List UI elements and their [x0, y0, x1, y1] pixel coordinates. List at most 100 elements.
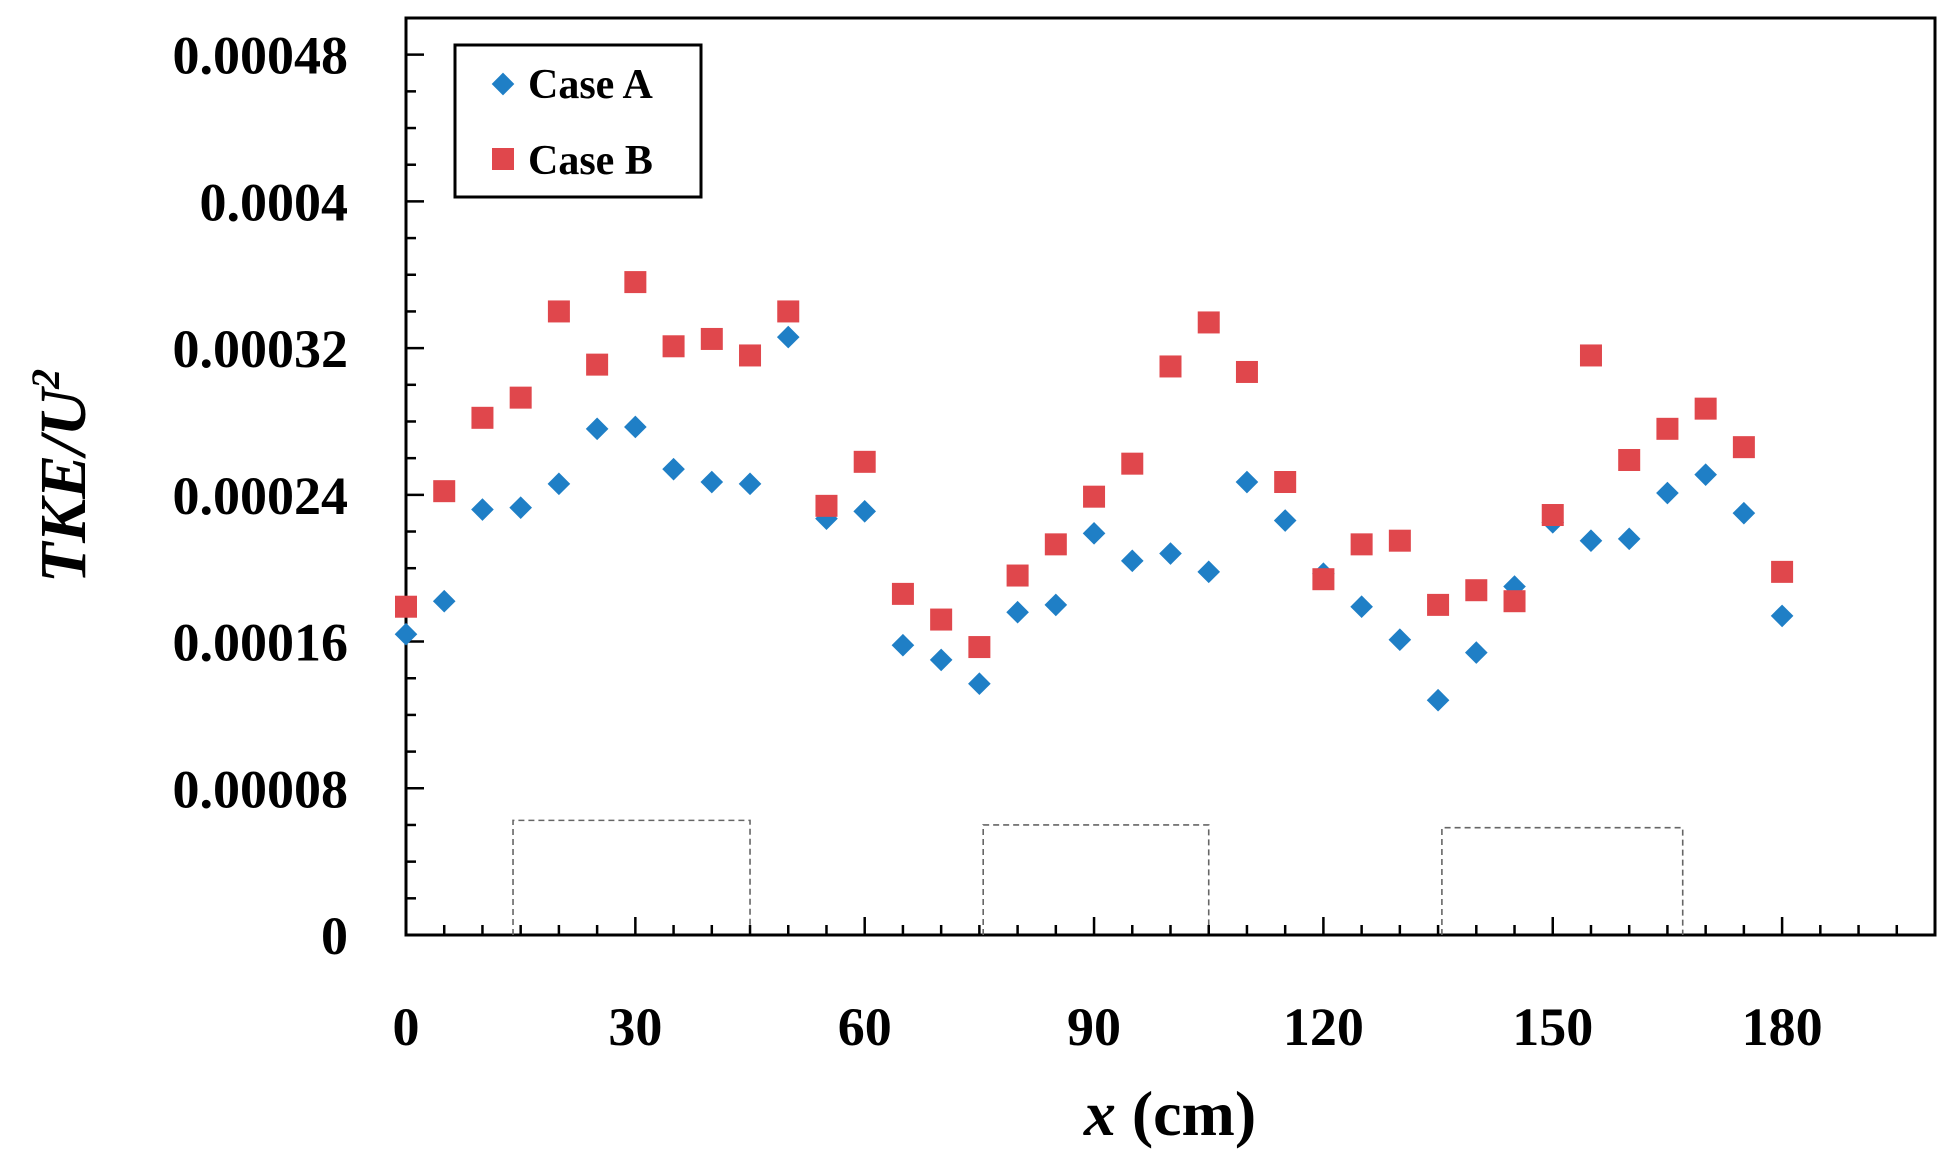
obstacles [512, 819, 1684, 935]
case-a-point [471, 498, 494, 521]
case-a-point [1464, 641, 1488, 664]
y-tick-label: 0.00048 [173, 26, 349, 86]
y-tick-label: 0.00008 [173, 759, 349, 819]
legend: Case A Case B [453, 43, 703, 199]
case-a-point [547, 472, 571, 496]
y-axis-title: TKE/U2 [23, 369, 100, 583]
legend-marker-case-a [491, 72, 515, 96]
case-b-point [1618, 448, 1641, 471]
y-tick-label: 0.00032 [173, 319, 349, 379]
case-a-point [1044, 593, 1068, 617]
case-a-point [585, 417, 609, 441]
case-a-point [1197, 560, 1221, 584]
legend-marker-case-b [492, 148, 514, 170]
case-a-point [700, 470, 724, 494]
case-b-point [1197, 311, 1220, 334]
x-tick-label: 0 [393, 997, 420, 1057]
case-a-point [891, 633, 915, 657]
case-b-point [1694, 397, 1717, 420]
case-b-point [1656, 417, 1679, 440]
y-tick-label: 0.00024 [173, 466, 349, 526]
case-b-point [1312, 568, 1335, 591]
data-points [394, 271, 1794, 712]
case-b-point [395, 595, 417, 618]
case-a-point [1082, 522, 1106, 545]
case-b-point [930, 608, 953, 631]
case-a-point [929, 648, 953, 672]
case-a-point [853, 500, 877, 523]
case-b-point [1121, 452, 1144, 475]
case-b-point [1350, 533, 1373, 556]
case-a-point [509, 496, 532, 519]
legend-box [453, 43, 703, 199]
case-a-point [1235, 470, 1259, 494]
case-b-point [1771, 560, 1794, 583]
case-a-point [738, 472, 762, 496]
case-b-point [891, 582, 914, 605]
x-tick-label: 90 [1067, 997, 1121, 1057]
obstacle-3 [1441, 826, 1684, 935]
case-a-point [662, 457, 685, 481]
y-axis-title-exponent: 2 [23, 369, 68, 390]
case-b-point [1465, 579, 1488, 602]
case-a-point [1350, 595, 1373, 619]
obstacle-2 [982, 824, 1210, 935]
y-tick-label: 0.00016 [173, 613, 349, 673]
legend-label-case-b: Case B [528, 138, 653, 184]
obstacle-1 [512, 819, 751, 935]
x-tick-label: 120 [1283, 997, 1364, 1057]
y-tick-label: 0 [321, 906, 348, 966]
case-b-point [1732, 436, 1755, 459]
x-axis-title: x (cm) [1083, 1078, 1256, 1149]
x-axis-title-unit: (cm) [1132, 1078, 1256, 1149]
case-a-point [1617, 527, 1641, 551]
case-b-point [624, 271, 647, 294]
case-b-point [471, 406, 494, 429]
case-a-point [1159, 542, 1182, 565]
case-a-point [1426, 688, 1450, 712]
case-b-point [1388, 529, 1411, 552]
x-tick-label: 60 [838, 997, 892, 1057]
case-b-point [547, 300, 570, 323]
x-axis-title-variable: x [1083, 1078, 1116, 1149]
case-a-point [624, 415, 647, 439]
case-b-point [1579, 344, 1602, 367]
x-tick-label: 150 [1512, 997, 1593, 1057]
case-a-point [432, 589, 456, 613]
case-a-point [1006, 600, 1029, 624]
case-b-point [1274, 471, 1297, 494]
case-a-point [1273, 509, 1297, 532]
case-b-point [777, 300, 800, 323]
tick-labels: 0 30 60 90 120 150 180 0 0.00008 0.00016 0.00024 0.… [173, 26, 1823, 1057]
case-b-point [1159, 355, 1182, 378]
case-b-point [1503, 590, 1526, 613]
axis-ticks [404, 16, 1937, 937]
case-a-point [968, 672, 991, 696]
y-tick-label: 0.0004 [200, 172, 349, 232]
case-b-point [700, 327, 723, 350]
case-a-point [776, 325, 800, 349]
case-b-point [968, 636, 991, 659]
x-tick-label: 180 [1742, 997, 1823, 1057]
case-a-point [1770, 604, 1794, 628]
case-a-point [1579, 529, 1603, 553]
case-a-point [1388, 628, 1412, 652]
case-a-point [394, 622, 418, 646]
case-b-point [509, 386, 532, 409]
case-b-point [853, 450, 876, 473]
case-b-point [1541, 504, 1564, 527]
case-a-point [1694, 463, 1717, 486]
case-b-point [1044, 533, 1067, 556]
case-b-point [1235, 360, 1258, 383]
case-b-point [815, 494, 838, 517]
legend-label-case-a: Case A [528, 62, 654, 108]
case-b-point [433, 480, 456, 503]
y-axis-title-base: TKE/U [27, 385, 100, 583]
case-b-point [586, 353, 609, 376]
case-b-point [1427, 593, 1450, 616]
case-a-point [1120, 549, 1144, 573]
case-b-point [662, 335, 685, 358]
case-b-point [1083, 485, 1106, 508]
